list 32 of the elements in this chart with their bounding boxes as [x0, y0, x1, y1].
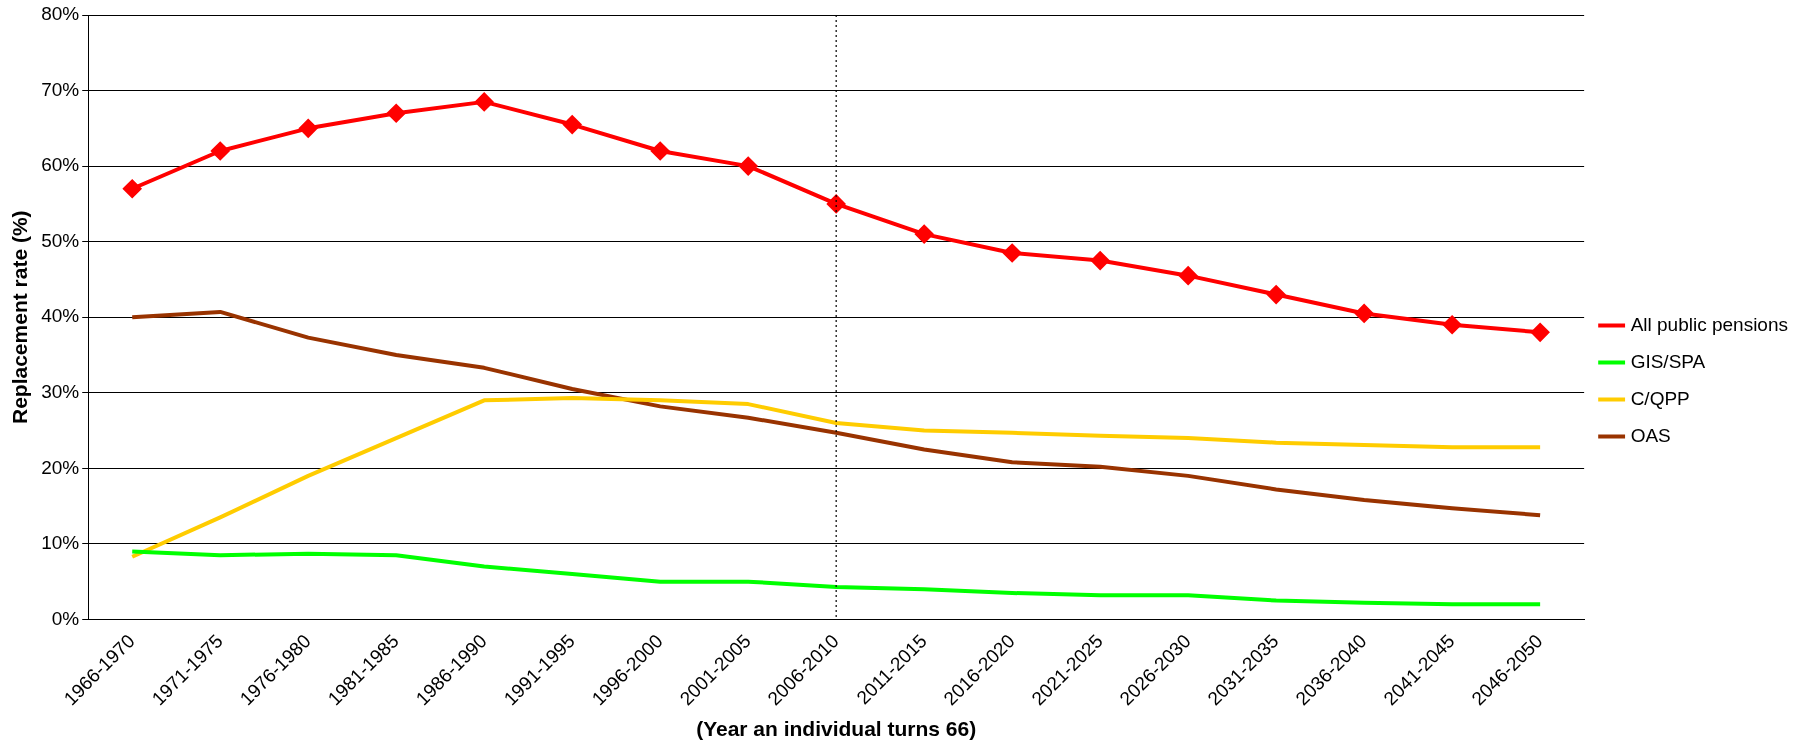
y-tick-label: 10%: [41, 532, 80, 554]
point: [651, 142, 670, 160]
point: [211, 142, 230, 160]
point: [1003, 243, 1022, 262]
y-tick-label: 30%: [41, 381, 80, 402]
point: [563, 115, 582, 134]
point: [1355, 304, 1374, 323]
legend-label: OAS: [1630, 424, 1671, 446]
point: [1443, 315, 1462, 334]
legend-label: GIS/SPA: [1630, 350, 1706, 372]
point: [387, 104, 406, 123]
point: [299, 119, 318, 138]
y-tick-label: 0%: [51, 607, 80, 629]
y-tick-label: 40%: [41, 305, 80, 327]
y-axis-title: Replacement rate (%): [8, 210, 32, 424]
point: [739, 157, 758, 176]
point: [1531, 323, 1550, 342]
point: [1267, 285, 1286, 304]
y-tick-label: 60%: [41, 154, 80, 176]
point: [827, 194, 846, 213]
y-tick-label: 50%: [41, 229, 80, 251]
y-tick-label: 70%: [41, 78, 80, 100]
point: [1179, 266, 1198, 285]
legend-label: All public pensions: [1630, 313, 1788, 335]
point: [915, 225, 934, 244]
point: [1091, 251, 1110, 270]
y-tick-label: 20%: [41, 456, 80, 478]
point: [123, 179, 142, 198]
y-tick-label: 80%: [41, 3, 80, 25]
x-axis-title: (Year an individual turns 66): [696, 717, 977, 741]
point: [475, 92, 494, 111]
legend-label: C/QPP: [1630, 387, 1690, 409]
